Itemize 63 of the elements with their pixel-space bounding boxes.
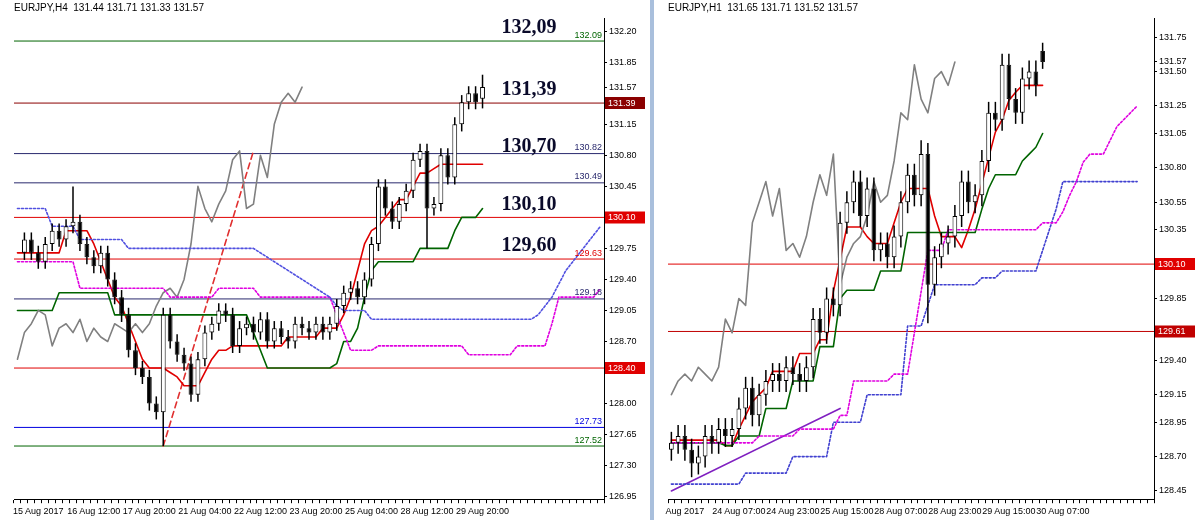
x-tick-label: 23 Aug 20:00	[289, 506, 343, 517]
x-tick-label: 24 Aug 07:00	[712, 506, 766, 517]
x-tick-label: 28 Aug 23:00	[928, 506, 982, 517]
y-tick-label: 129.40	[1159, 354, 1187, 365]
y-tick-label: 128.70	[1159, 451, 1187, 462]
y-tick-label: 128.45	[1159, 485, 1187, 496]
x-tick-label: 15 Aug 2017	[13, 506, 64, 517]
x-tick-label: 17 Aug 20:00	[122, 506, 176, 517]
y-tick-label: 131.05	[1159, 127, 1187, 138]
x-tick-label: 25 Aug 04:00	[344, 506, 398, 517]
x-tick-label: Aug 2017	[665, 506, 705, 517]
y-tick-label: 131.75	[1159, 31, 1187, 42]
y-tick-label: 130.45	[609, 180, 637, 191]
x-tick-label: 29 Aug 15:00	[982, 506, 1036, 517]
y-tick-label: 130.80	[609, 149, 637, 160]
y-tick-label: 129.40	[609, 273, 637, 284]
chart-title: EURJPY,H1 131.65 131.71 131.52 131.57	[668, 1, 859, 13]
y-tick-label: 126.95	[609, 491, 637, 502]
y-tick-label: 131.85	[609, 56, 637, 67]
annotation: 130,70	[501, 134, 557, 157]
annotation: 131,39	[501, 77, 557, 100]
y-tick-label: 131.57	[1159, 56, 1187, 67]
y-tick-label: 129.15	[1159, 389, 1187, 400]
x-tick-label: 24 Aug 23:00	[766, 506, 820, 517]
ref-line-label: 128.40	[608, 362, 636, 373]
ref-line-label: 129.61	[1158, 325, 1186, 336]
ref-line-label: 130.82	[574, 142, 602, 153]
x-tick-label: 16 Aug 12:00	[67, 506, 121, 517]
x-tick-label: 28 Aug 12:00	[400, 506, 454, 517]
y-tick-label: 132.20	[609, 25, 637, 36]
y-tick-label: 128.95	[1159, 416, 1187, 427]
ref-line-label: 127.52	[574, 434, 602, 445]
x-tick-label: 21 Aug 04:00	[178, 506, 232, 517]
ref-line-label: 130.10	[608, 211, 636, 222]
ref-line-label: 131.39	[608, 97, 636, 108]
ref-line-label: 130.10	[1158, 258, 1186, 269]
y-tick-label: 131.57	[609, 81, 637, 92]
y-tick-label: 127.30	[609, 460, 637, 471]
ref-line-label: 127.73	[574, 415, 602, 426]
y-tick-label: 128.00	[609, 397, 637, 408]
y-tick-label: 131.15	[609, 118, 637, 129]
y-tick-label: 130.80	[1159, 162, 1187, 173]
ref-line-label: 129.63	[574, 247, 602, 258]
annotation: 130,10	[501, 191, 557, 214]
annotation: 132,09	[501, 15, 557, 38]
ref-line-label: 132.09	[574, 29, 602, 40]
x-tick-label: 30 Aug 07:00	[1036, 506, 1090, 517]
x-tick-label: 28 Aug 07:00	[874, 506, 928, 517]
y-tick-label: 131.50	[1159, 66, 1187, 77]
y-tick-label: 130.35	[1159, 224, 1187, 235]
y-tick-label: 128.70	[609, 335, 637, 346]
y-tick-label: 129.75	[609, 242, 637, 253]
x-tick-label: 22 Aug 12:00	[233, 506, 287, 517]
x-tick-label: 29 Aug 20:00	[456, 506, 510, 517]
y-tick-label: 129.85	[1159, 292, 1187, 303]
y-tick-label: 131.25	[1159, 100, 1187, 111]
x-tick-label: 25 Aug 15:00	[820, 506, 874, 517]
ref-line-label: 130.49	[574, 171, 602, 182]
chart-title: EURJPY,H4 131.44 131.71 131.33 131.57	[14, 1, 205, 13]
y-tick-label: 127.65	[609, 428, 637, 439]
annotation: 129,60	[501, 233, 557, 256]
y-tick-label: 130.55	[1159, 196, 1187, 207]
y-tick-label: 129.05	[609, 304, 637, 315]
